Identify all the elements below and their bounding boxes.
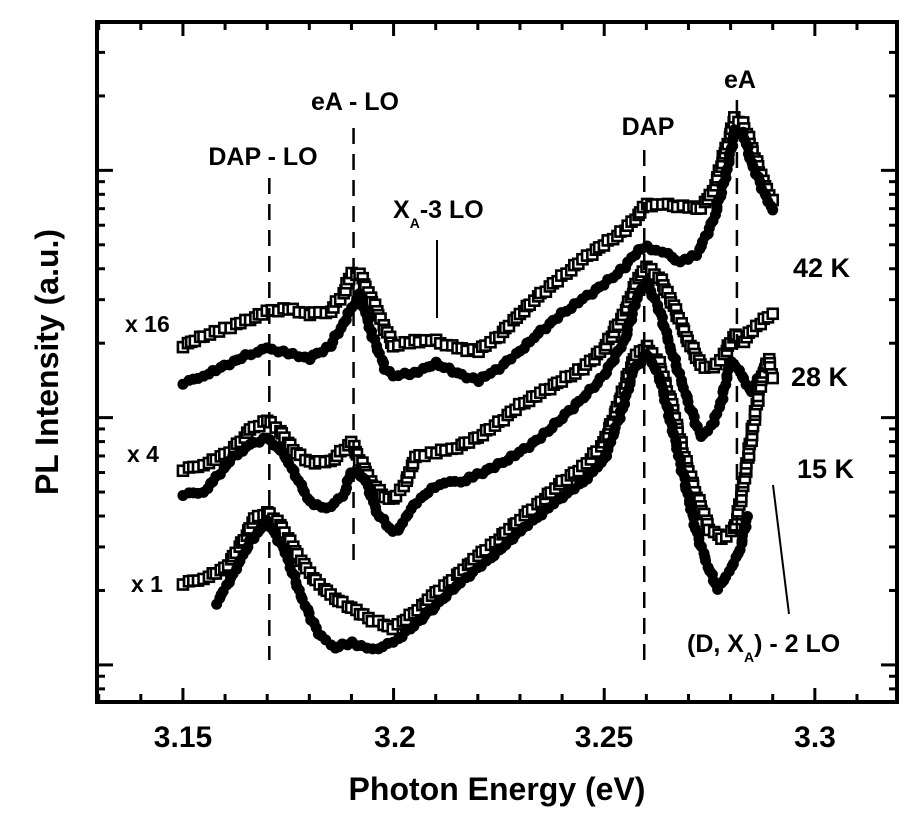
label-dap: DAP	[622, 113, 675, 141]
x-tick-label: 3.15	[154, 721, 212, 754]
temp-label-28k: 28 K	[791, 362, 849, 392]
data-point-open-square	[766, 307, 780, 321]
label-ea: eA	[724, 66, 756, 94]
series-2	[176, 260, 780, 505]
multiplier-x4: x 4	[127, 441, 159, 467]
series-layer	[176, 111, 780, 655]
series-1	[177, 124, 779, 390]
annotation-dxa-2lo-rest: ) - 2 LO	[754, 630, 840, 658]
x-tick-label: 3.2	[374, 721, 416, 754]
x-tick-label: 3.25	[575, 721, 633, 754]
annotation-dxa-2lo: (D, XA) - 2 LO	[687, 630, 840, 665]
data-point-open-square	[766, 371, 780, 385]
label-dap-lo: DAP - LO	[208, 143, 317, 171]
annotation-xa-3lo: XA-3 LO	[393, 196, 484, 231]
annotation-xa-3lo-rest: -3 LO	[420, 196, 484, 224]
series-5	[211, 348, 753, 655]
y-axis-title: PL Intensity (a.u.)	[29, 229, 65, 495]
temp-label-42k: 42 K	[793, 253, 851, 283]
data-point-filled-circle	[741, 511, 753, 523]
multiplier-x16: x 16	[125, 311, 170, 337]
x-tick-label: 3.3	[794, 721, 836, 754]
temp-label-15k: 15 K	[797, 454, 855, 484]
data-point-filled-circle	[767, 204, 779, 216]
multiplier-x1: x 1	[131, 571, 163, 597]
reference-lines	[268, 100, 739, 665]
label-ea-lo: eA - LO	[311, 88, 399, 116]
annotation-xa-3lo-main: X	[393, 196, 410, 224]
annotation-dxa-2lo-main: (D, X	[687, 630, 744, 658]
annotation-xa-3lo-sub: A	[410, 215, 420, 231]
x-axis-title: Photon Energy (eV)	[349, 771, 646, 807]
plot-frame	[95, 20, 899, 704]
annotation-dxa-2lo-sub: A	[744, 649, 754, 665]
axis-ticks	[97, 22, 897, 702]
annotation-dxa-2lo-pointer	[772, 484, 790, 615]
